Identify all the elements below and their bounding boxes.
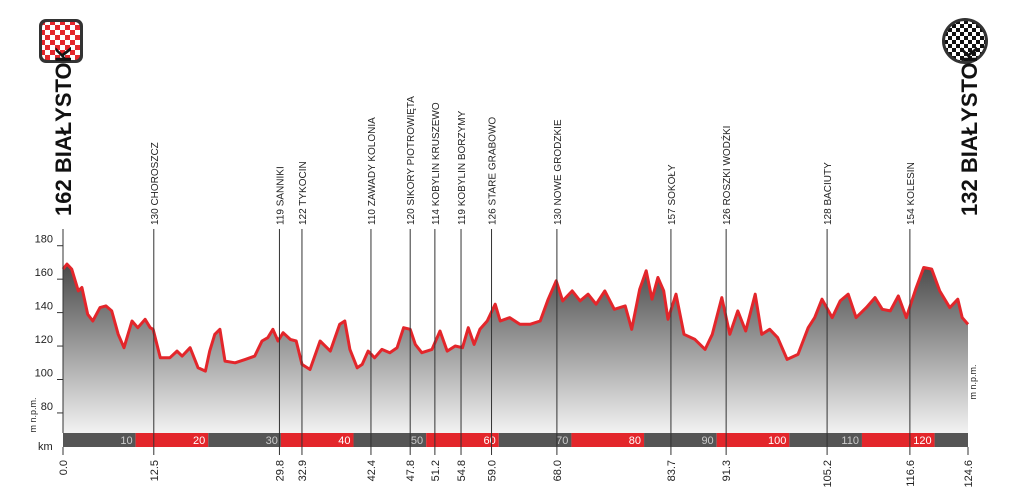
waypoint-name: 110 ZAWADY KOLONIA — [367, 117, 378, 225]
waypoint-name: 126 STARE GRABOWO — [488, 117, 499, 225]
km-band-label: 120 — [913, 435, 931, 447]
km-band — [208, 433, 281, 447]
x-tick-label: 32.9 — [297, 460, 309, 481]
km-band — [934, 433, 968, 447]
endpoint-name: 162 BIAŁYSTOK — [51, 46, 76, 216]
km-band-label: 80 — [629, 435, 641, 447]
profile-fill — [63, 264, 968, 433]
km-band — [353, 433, 427, 447]
x-tick-label: 68.0 — [552, 460, 564, 481]
profile-line — [61, 262, 970, 373]
x-axis-label: km — [38, 441, 53, 453]
finish-flag — [945, 21, 985, 61]
km-band — [280, 433, 354, 447]
y-tick-label: 120 — [35, 334, 53, 346]
km-band-label: 90 — [701, 435, 713, 447]
km-band — [861, 433, 935, 447]
waypoint-name: 130 CHOROSZCZ — [150, 142, 161, 225]
waypoint-name: 119 KOBYLIN BORZYMY — [457, 110, 468, 225]
km-band-label: 50 — [411, 435, 423, 447]
km-band — [498, 433, 572, 447]
x-tick-label: 116.6 — [905, 460, 917, 487]
km-band-label: 60 — [484, 435, 496, 447]
x-tick-label: 29.8 — [274, 460, 286, 481]
km-band-label: 110 — [841, 435, 859, 447]
waypoint-name: 122 TYKOCIN — [298, 161, 309, 225]
km-band-label: 30 — [266, 435, 278, 447]
km-band — [789, 433, 862, 447]
y-tick-label: 160 — [35, 267, 53, 279]
endpoint-name: 132 BIAŁYSTOK — [957, 46, 982, 216]
x-tick-label: 105.2 — [822, 460, 834, 488]
km-band — [571, 433, 645, 447]
km-band — [426, 433, 499, 447]
km-band-label: 100 — [768, 435, 786, 447]
x-tick-label: 51.2 — [430, 460, 442, 481]
km-band-label: 40 — [338, 435, 350, 447]
km-band-label: 70 — [556, 435, 568, 447]
y-axis-label-right: m n.p.m. — [968, 364, 978, 399]
waypoint-name: 130 NOWE GRODZKIE — [553, 119, 564, 225]
waypoint-name: 128 BACIUTY — [823, 162, 834, 225]
waypoint-name: 157 SOKOŁY — [667, 164, 678, 225]
km-band — [644, 433, 717, 447]
x-tick-label: 59.0 — [487, 460, 499, 481]
waypoint-name: 119 SANNIKI — [275, 166, 286, 225]
x-tick-label: 0.0 — [58, 460, 70, 475]
km-band-label: 10 — [120, 435, 132, 447]
x-tick-label: 54.8 — [456, 460, 468, 481]
start-flag — [42, 22, 80, 60]
y-tick-label: 140 — [35, 301, 53, 313]
x-tick-label: 47.8 — [405, 460, 417, 481]
x-tick-label: 12.5 — [149, 460, 161, 481]
km-band — [63, 433, 136, 447]
waypoint-name: 114 KOBYLIN KRUSZEWO — [431, 102, 442, 225]
x-tick-label: 91.3 — [721, 460, 733, 481]
x-tick-label: 83.7 — [666, 460, 678, 481]
y-tick-label: 180 — [35, 234, 53, 246]
y-tick-label: 100 — [35, 367, 53, 379]
waypoint-name: 154 KOLESIN — [906, 162, 917, 225]
x-tick-label: 124.6 — [963, 460, 975, 488]
km-band — [716, 433, 790, 447]
waypoint-name: 126 ROSZKI WODŹKI — [720, 126, 733, 225]
km-band-label: 20 — [193, 435, 205, 447]
waypoint-name: 120 SIKORY PIOTROWIĘTA — [406, 96, 417, 225]
x-tick-label: 42.4 — [366, 460, 378, 481]
y-tick-label: 80 — [41, 401, 53, 413]
y-axis-label: m n.p.m. — [28, 397, 38, 432]
